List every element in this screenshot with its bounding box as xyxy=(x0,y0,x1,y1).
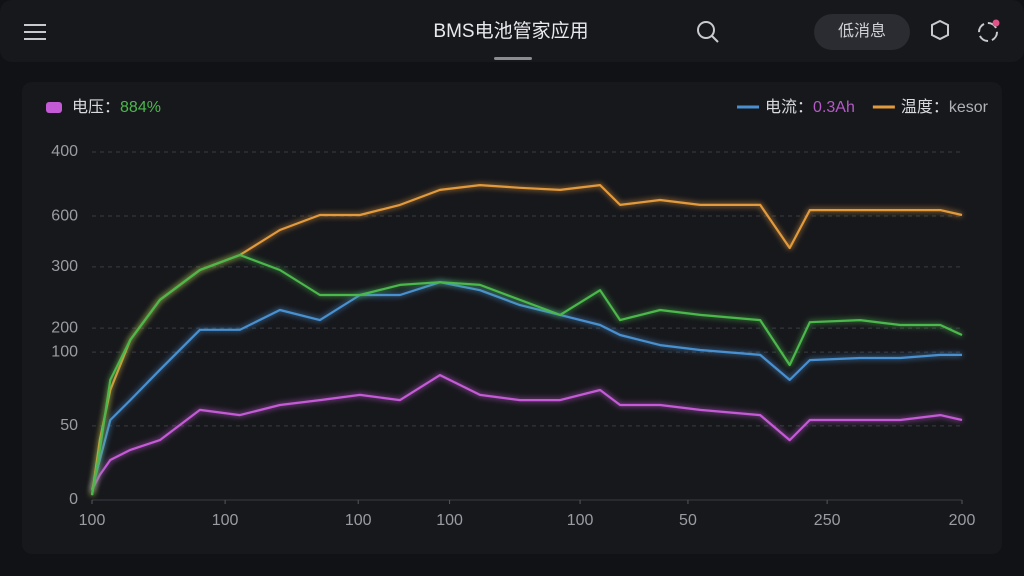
x-tick-label: 50 xyxy=(679,512,697,529)
legend-value: kesor xyxy=(949,99,989,116)
y-tick-label: 100 xyxy=(51,343,78,360)
pill-button[interactable] xyxy=(814,14,910,50)
legend-value: 884% xyxy=(120,99,161,116)
series-line xyxy=(90,253,963,496)
x-tick-label: 100 xyxy=(79,512,106,529)
refresh-icon[interactable] xyxy=(978,19,1000,42)
series-line xyxy=(90,281,962,491)
menu-icon[interactable] xyxy=(24,24,46,40)
plot: 0 50 100 200 300 600 400 100 100 100 100 100 50 250 20… xyxy=(51,143,975,529)
y-tick-label: 400 xyxy=(51,143,78,160)
y-tick-label: 50 xyxy=(60,417,78,434)
chart-panel xyxy=(22,82,1002,554)
legend-value: 0.3Ah xyxy=(813,99,855,116)
y-tick-label: 300 xyxy=(51,258,78,275)
legend-label: 温度： xyxy=(901,98,949,116)
x-tick-label: 200 xyxy=(949,512,976,529)
legend-label: 电压： xyxy=(72,98,120,116)
y-tick-label: 0 xyxy=(69,491,78,508)
settings-icon[interactable] xyxy=(931,19,949,41)
x-tick-label: 100 xyxy=(567,512,594,529)
x-tick-label: 100 xyxy=(212,512,239,529)
legend-swatch xyxy=(46,102,62,113)
x-tick-label: 250 xyxy=(814,512,841,529)
app-bar xyxy=(0,0,1024,62)
y-tick-label: 600 xyxy=(51,207,78,224)
series-line xyxy=(91,374,963,491)
legend-label: 电流： xyxy=(765,98,813,116)
title-indicator xyxy=(494,57,532,60)
x-tick-label: 100 xyxy=(345,512,372,529)
search-icon[interactable] xyxy=(697,21,719,43)
app-title: BMS电池管家应用 xyxy=(433,20,588,42)
y-tick-label: 200 xyxy=(51,319,78,336)
pill-button-label: 低消息 xyxy=(838,22,886,40)
x-tick-label: 100 xyxy=(436,512,463,529)
